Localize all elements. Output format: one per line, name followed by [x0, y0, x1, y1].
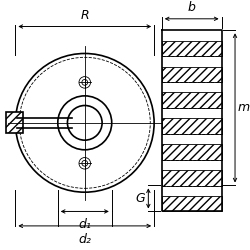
- Bar: [162, 144, 222, 160]
- Bar: [162, 117, 222, 134]
- Text: d₂: d₂: [78, 233, 91, 246]
- Text: m: m: [238, 102, 250, 114]
- Text: R: R: [80, 9, 89, 22]
- Bar: [162, 91, 222, 108]
- Bar: [162, 41, 222, 56]
- Bar: [162, 169, 222, 186]
- Bar: [162, 65, 222, 82]
- Bar: [6, 112, 23, 134]
- Bar: [162, 195, 222, 212]
- Bar: [162, 170, 222, 186]
- Bar: [162, 40, 222, 56]
- Text: G: G: [136, 192, 145, 205]
- Text: d₁: d₁: [78, 218, 91, 231]
- Bar: [162, 196, 222, 212]
- Text: b: b: [188, 1, 196, 14]
- Bar: [162, 143, 222, 160]
- Bar: [162, 66, 222, 82]
- Bar: [162, 92, 222, 108]
- Bar: [162, 118, 222, 134]
